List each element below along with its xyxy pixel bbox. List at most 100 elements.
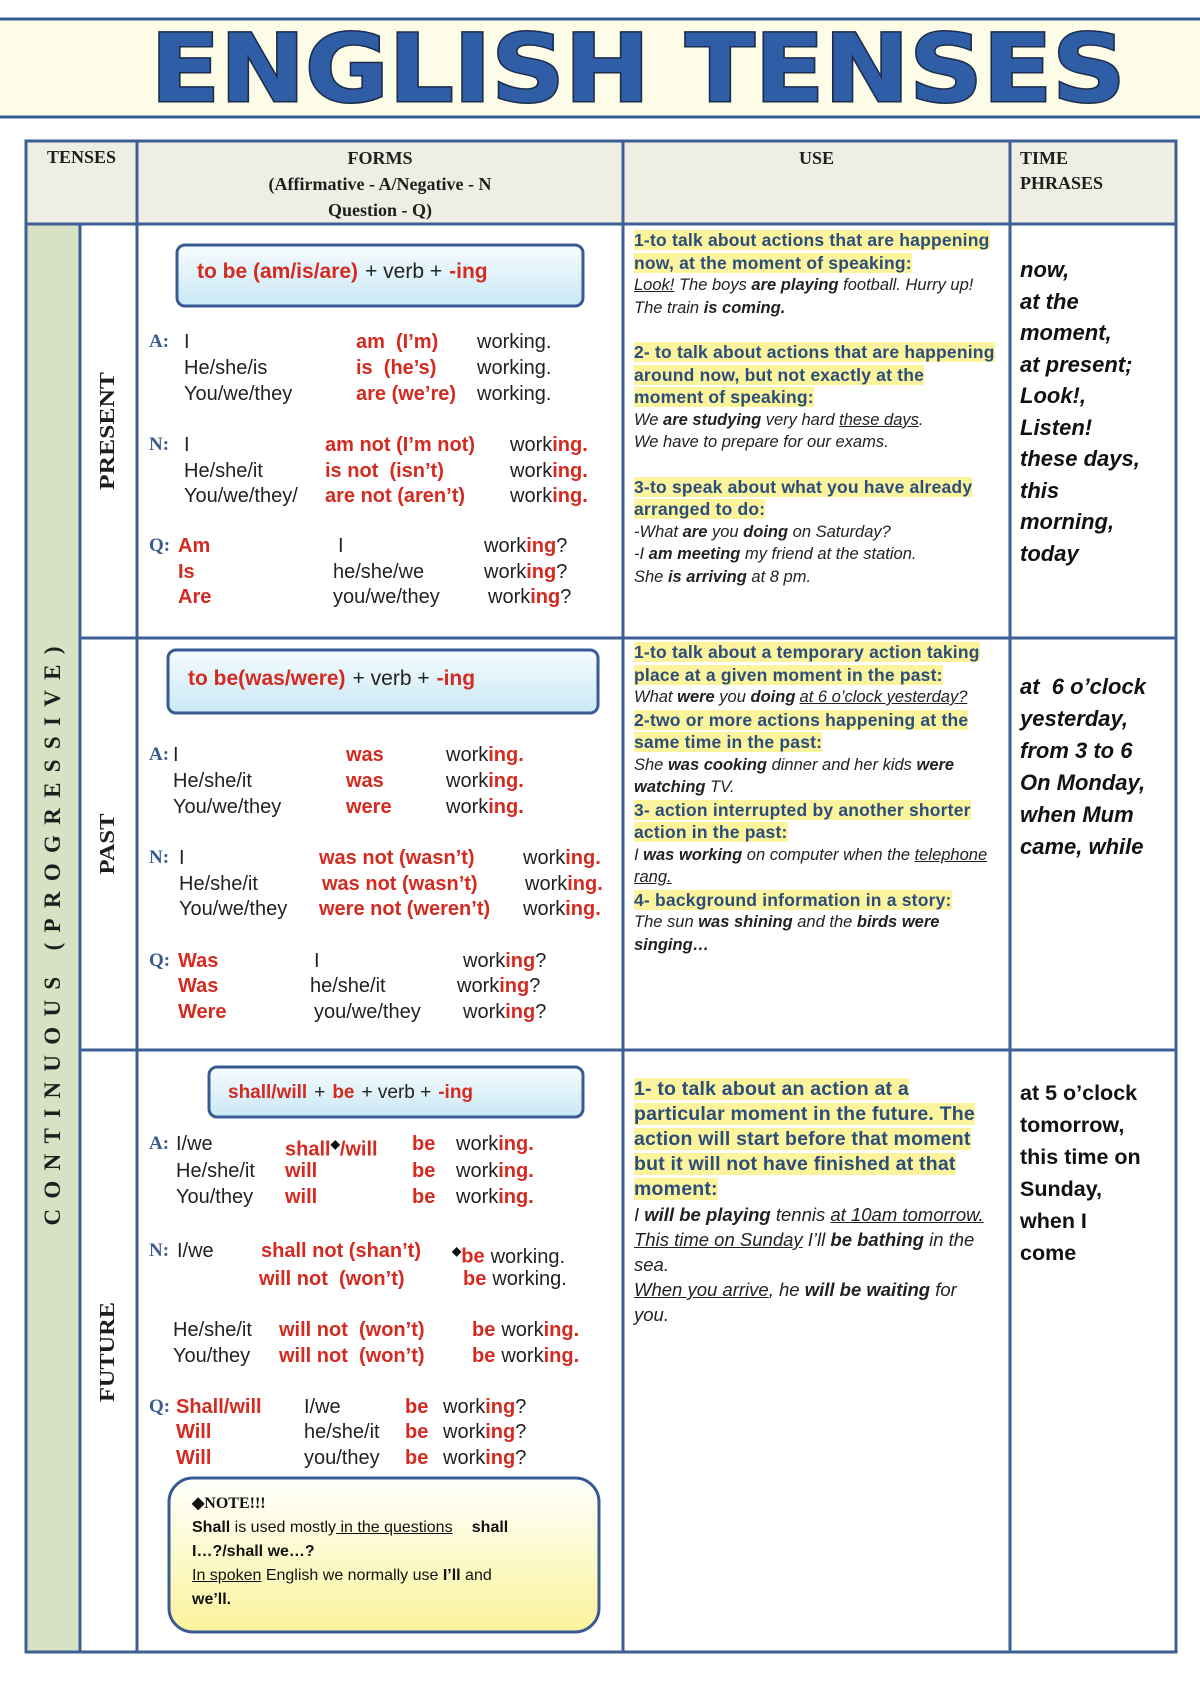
form-text: work (484, 535, 527, 557)
form-cell: will not (won’t) (259, 1267, 405, 1291)
example-text: I (634, 1204, 645, 1225)
form-text: work (501, 1319, 544, 1341)
tense-label: PRESENT (95, 372, 119, 490)
form-label: A: (149, 1133, 170, 1154)
example-text: are studying (663, 410, 762, 429)
form-cell: you/we/they (314, 1000, 421, 1024)
form-label: Q: (149, 535, 171, 556)
example-text: The sun (634, 913, 699, 931)
time-phrase: from 3 to 6 (1020, 738, 1133, 763)
form-text: work (488, 586, 531, 608)
column-header: (Affirmative - A/Negative - N (268, 174, 492, 194)
form-cell: shall not (shan’t) (261, 1239, 421, 1263)
form-cell: are not (aren’t) (325, 484, 465, 508)
use-block: 1- to talk about an action at a particul… (634, 1077, 996, 1327)
example-text: at 6 o’clock yesterday? (799, 688, 968, 706)
use-heading: 2-two or more actions happening at the s… (634, 709, 996, 754)
form-text: Was (178, 975, 219, 997)
form-text: shall (285, 1138, 331, 1161)
form-cell: was not (wasn’t) (322, 872, 478, 896)
form-text: ing. (565, 898, 601, 920)
form-cell: working. (456, 1159, 534, 1183)
form-text: work (443, 1396, 486, 1418)
form-cell: He/she/it (184, 459, 263, 483)
form-text: work (510, 485, 553, 507)
form-text: He/she/it (176, 1160, 255, 1182)
form-text: I (314, 950, 320, 972)
page-title: ENGLISH TENSES (151, 15, 1126, 124)
form-label: A: (149, 331, 170, 352)
form-text: is not (isn’t) (325, 460, 444, 482)
example-text: are playing (751, 276, 839, 294)
note-text: is used mostly (230, 1519, 337, 1536)
note-text: I’ll (442, 1567, 461, 1584)
form-cell: working. (523, 846, 601, 870)
formula-part: -ing (438, 1082, 474, 1103)
form-cell: working. (456, 1185, 534, 1209)
note-text: Shall (192, 1519, 231, 1536)
form-text: is (he’s) (356, 357, 437, 379)
example-text: doing (750, 688, 796, 706)
form-cell: working? (463, 1000, 546, 1024)
form-cell: am (I’m) (356, 330, 438, 354)
form-text: he/she/it (310, 975, 386, 997)
form-text: Are (178, 586, 212, 608)
form-cell: working? (484, 534, 567, 558)
form-text: were (346, 796, 392, 818)
formula: shall/will + be + verb + -ing (228, 1079, 480, 1107)
form-text: He/she/it (173, 770, 252, 792)
form-cell: was (346, 769, 384, 793)
form-text: I/we (177, 1240, 214, 1262)
form-label: N: (149, 434, 170, 455)
form-cell: Was (178, 974, 218, 998)
form-cell: is (he’s) (356, 356, 436, 380)
form-text: work (446, 796, 489, 818)
note-text: and (460, 1567, 492, 1584)
use-example: -I am meeting my friend at the station. (634, 543, 996, 566)
form-text: ? (515, 1421, 527, 1443)
formula-part: to be (am/is/are) (197, 260, 359, 283)
form-cell: Were (178, 1000, 227, 1024)
example-text: at 8 pm. (746, 567, 812, 586)
form-cell: I (173, 743, 179, 767)
form-text: you/they (304, 1447, 380, 1469)
form-cell: was not (wasn’t) (319, 846, 475, 870)
example-text: -What (634, 522, 683, 541)
example-text: . (918, 410, 924, 429)
form-text: work (443, 1421, 486, 1443)
form-text: be (412, 1160, 436, 1182)
form-text: ? (529, 975, 541, 997)
form-cell: was (346, 743, 384, 767)
form-text: You/they (176, 1186, 254, 1208)
form-cell: were (346, 795, 392, 819)
column-header: USE (798, 148, 834, 168)
example-text: doing (743, 522, 789, 541)
table-grid (24, 139, 1178, 1654)
form-cell: Are (178, 585, 211, 609)
example-text: football. Hurry up! The train (634, 276, 974, 317)
example-text: This time on Sunday (634, 1229, 803, 1250)
form-text: ing (485, 1447, 516, 1469)
form-text: ? (535, 950, 547, 972)
form-cell: working. (446, 769, 524, 793)
use-example: When you arrive, he will be waiting for … (634, 1277, 996, 1327)
use-block: 4- background information in a story: The… (634, 889, 996, 957)
form-text: ◆ (330, 1137, 340, 1151)
use-example: I will be playing tennis at 10am tomorro… (634, 1202, 996, 1227)
time-phrase: Look!, (1020, 383, 1086, 408)
form-text: will not (won’t) (259, 1268, 405, 1290)
form-text: You/we/they (173, 796, 282, 818)
use-heading: 1- to talk about an action at a particul… (634, 1077, 996, 1202)
form-text: You/they (173, 1345, 251, 1367)
example-text: I’ll (802, 1229, 831, 1250)
tense-label: FUTURE (95, 1302, 119, 1402)
example-text: was working (643, 845, 743, 864)
column-header: FORMS (347, 148, 413, 168)
time-phrase: at 5 o’clock (1020, 1081, 1138, 1105)
formula-part: -ing (449, 260, 488, 283)
form-cell: are (we’re) (356, 382, 456, 406)
form-label: N: (149, 1240, 170, 1261)
example-text: my friend at the station. (740, 545, 917, 563)
example-text: birds were singing… (634, 913, 940, 954)
